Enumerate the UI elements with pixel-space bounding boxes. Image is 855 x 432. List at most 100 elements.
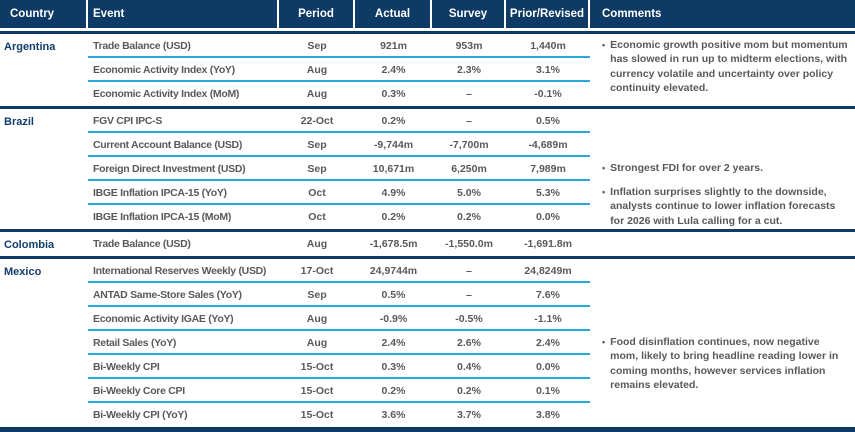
cell-event: Foreign Direct Investment (USD): [93, 163, 246, 175]
group-divider: [0, 229, 855, 232]
table-row: FGV CPI IPC-S 22-Oct 0.2% – 0.5%: [88, 109, 590, 133]
table-header: Country Event Period Actual Survey Prior…: [0, 0, 855, 28]
cell-period: 17-Oct: [300, 265, 334, 277]
header-comments: Comments: [602, 8, 662, 20]
header-prior-revised: Prior/Revised: [506, 0, 590, 28]
cell-actual: 2.4%: [381, 64, 406, 76]
cell-survey: 0.2%: [457, 385, 481, 397]
country-label: Brazil: [4, 116, 34, 128]
cell-survey: 0.2%: [457, 211, 481, 223]
cell-actual: 10,671m: [372, 163, 415, 175]
comment-item: • Inflation surprises slightly to the dow…: [602, 185, 849, 228]
cell-period: Aug: [306, 238, 328, 250]
table-row: Current Account Balance (USD) Sep -9,744m -…: [88, 133, 590, 157]
header-period: Period: [279, 0, 355, 28]
cell-actual: 24,9744m: [369, 265, 418, 277]
cell-survey: 6,250m: [451, 163, 487, 175]
table-row: Bi-Weekly Core CPI 15-Oct 0.2% 0.2% 0.1%: [88, 379, 590, 403]
cell-prior: 0.0%: [536, 361, 560, 373]
country-label: Argentina: [4, 41, 56, 53]
cell-period: Aug: [306, 64, 328, 76]
cell-prior: 24,8249m: [524, 265, 572, 277]
cell-actual: 0.3%: [381, 361, 406, 373]
table-row: Trade Balance (USD) Aug -1,678.5m -1,550.0m…: [88, 232, 590, 256]
comment-text: Economic growth positive mom but momentu…: [610, 39, 848, 94]
cell-survey: –: [466, 115, 472, 127]
cell-actual: 2.4%: [381, 337, 406, 349]
cell-prior: 0.0%: [536, 211, 560, 223]
cell-actual: 921m: [380, 40, 407, 52]
cell-prior: 3.8%: [536, 409, 560, 421]
header-survey: Survey: [432, 0, 506, 28]
cell-event: IBGE Inflation IPCA-15 (YoY): [93, 187, 227, 199]
cell-event: ANTAD Same-Store Sales (YoY): [93, 289, 242, 301]
comment-item: • Strongest FDI for over 2 years.: [602, 161, 849, 175]
cell-event: Bi-Weekly Core CPI: [93, 385, 185, 397]
country-cell: Brazil: [0, 109, 88, 229]
cell-actual: -0.9%: [379, 313, 408, 325]
cell-prior: 5.3%: [536, 187, 560, 199]
cell-period: Oct: [308, 187, 326, 199]
cell-actual: -9,744m: [373, 139, 414, 151]
cell-period: Sep: [307, 40, 327, 52]
bullet-icon: •: [602, 163, 606, 173]
header-country: Country: [0, 0, 88, 28]
cell-period: 15-Oct: [300, 409, 334, 421]
table-row: Economic Activity IGAE (YoY) Aug -0.9% -0.5…: [88, 307, 590, 331]
cell-survey: 953m: [455, 40, 483, 52]
cell-actual: 3.6%: [381, 409, 406, 421]
cell-period: Oct: [308, 211, 326, 223]
group-comments: • Food disinflation continues, now negati…: [590, 259, 855, 427]
cell-period: 15-Oct: [300, 385, 334, 397]
cell-survey: -0.5%: [455, 313, 483, 325]
cell-event: Current Account Balance (USD): [93, 139, 243, 151]
table-row: Bi-Weekly CPI 15-Oct 0.3% 0.4% 0.0%: [88, 355, 590, 379]
table-row: Foreign Direct Investment (USD) Sep 10,671…: [88, 157, 590, 181]
group-comments: • Economic growth positive mom but moment…: [590, 34, 855, 106]
table-row: Bi-Weekly CPI (YoY) 15-Oct 3.6% 3.7% 3.8%: [88, 403, 590, 427]
cell-actual: 0.2%: [381, 385, 406, 397]
cell-survey: -7,700m: [449, 139, 489, 151]
cell-period: 22-Oct: [300, 115, 334, 127]
group-divider: [0, 106, 855, 109]
cell-event: Trade Balance (USD): [93, 238, 191, 250]
header-event: Event: [88, 0, 279, 28]
header-gap: [0, 28, 855, 31]
table-row: ANTAD Same-Store Sales (YoY) Sep 0.5% – 7.6%: [88, 283, 590, 307]
cell-actual: 4.9%: [381, 187, 406, 199]
comment-text: Inflation surprises slightly to the down…: [610, 186, 836, 227]
cell-period: Sep: [307, 163, 327, 175]
cell-survey: 0.4%: [457, 361, 481, 373]
cell-event: Bi-Weekly CPI (YoY): [93, 409, 188, 421]
table-body: Argentina Trade Balance (USD) Sep 921m 953m…: [0, 34, 855, 427]
cell-actual: 0.5%: [381, 289, 406, 301]
header-actual: Actual: [355, 0, 432, 28]
cell-event: Economic Activity Index (MoM): [93, 88, 240, 100]
cell-event: Economic Activity IGAE (YoY): [93, 313, 234, 325]
cell-period: Aug: [306, 313, 328, 325]
cell-period: Aug: [306, 337, 328, 349]
table-row: IBGE Inflation IPCA-15 (YoY) Oct 4.9% 5.0% 5…: [88, 181, 590, 205]
group-divider: [0, 256, 855, 259]
group-rows: FGV CPI IPC-S 22-Oct 0.2% – 0.5% Current Acco…: [88, 109, 590, 229]
cell-event: International Reserves Weekly (USD): [93, 265, 267, 277]
country-label: Mexico: [4, 266, 42, 278]
country-group-colombia: Colombia Trade Balance (USD) Aug -1,678.5m…: [0, 232, 855, 256]
country-label: Colombia: [4, 239, 55, 251]
comment-text: Food disinflation continues, now negativ…: [610, 336, 839, 391]
country-group-brazil: Brazil FGV CPI IPC-S 22-Oct 0.2% – 0.5% Curre…: [0, 109, 855, 229]
country-cell: Mexico: [0, 259, 88, 427]
cell-actual: 0.3%: [381, 88, 406, 100]
bullet-icon: •: [602, 40, 606, 50]
cell-prior: 2.4%: [536, 337, 560, 349]
cell-prior: 0.5%: [536, 115, 560, 127]
cell-event: IBGE Inflation IPCA-15 (MoM): [93, 211, 232, 223]
header-divider: [0, 31, 855, 34]
group-rows: International Reserves Weekly (USD) 17-Oc…: [88, 259, 590, 427]
group-rows: Trade Balance (USD) Aug -1,678.5m -1,550.0m…: [88, 232, 590, 256]
cell-prior: 1,440m: [530, 40, 566, 52]
comment-item: • Food disinflation continues, now negati…: [602, 335, 849, 392]
cell-prior: -1,691.8m: [524, 238, 572, 250]
cell-survey: 2.3%: [457, 64, 481, 76]
